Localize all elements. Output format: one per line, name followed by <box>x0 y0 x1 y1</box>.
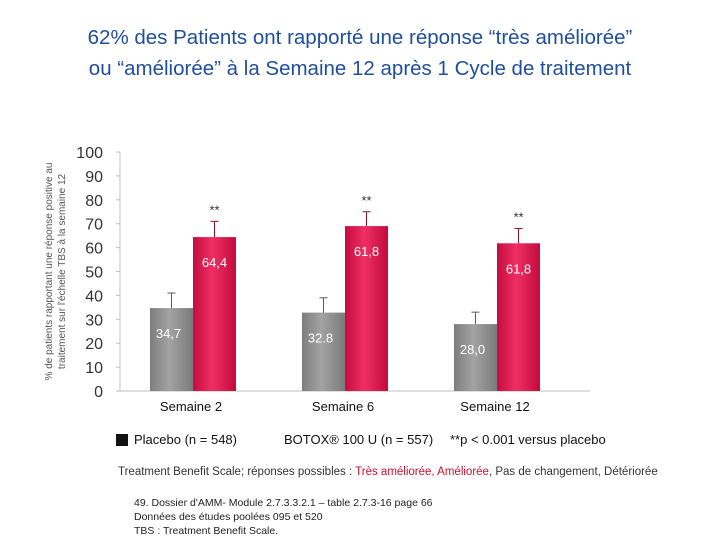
reference-1: 49. Dossier d'AMM- Module 2.7.3.3.2.1 – … <box>134 497 433 509</box>
y-tick-label: 50 <box>85 265 103 282</box>
y-axis-label-line: % de patients rapportant une réponse pos… <box>44 163 55 381</box>
placebo-value-label: 34,7 <box>156 326 181 341</box>
placebo-bar <box>454 324 497 391</box>
scale-suffix: , Pas de changement, Détériorée <box>488 466 658 478</box>
y-tick-label: 80 <box>85 193 103 210</box>
y-tick-label: 90 <box>85 169 103 186</box>
x-category-label: Semaine 2 <box>160 399 222 414</box>
y-tick-label: 10 <box>85 360 103 377</box>
reference-3: TBS : Treatment Benefit Scale. <box>134 525 279 537</box>
y-tick-label: 100 <box>76 145 103 162</box>
botox-bar <box>497 243 540 391</box>
placebo-swatch <box>116 433 128 446</box>
scale-prefix: Treatment Benefit Scale; réponses possib… <box>118 466 356 478</box>
y-tick-label: 60 <box>85 241 103 258</box>
y-tick-label: 40 <box>85 288 103 305</box>
significance-note: **p < 0.001 versus placebo <box>450 432 606 447</box>
x-category-label: Semaine 12 <box>460 399 529 414</box>
placebo-value-label: 28,0 <box>460 342 485 357</box>
title-line-2: ou “améliorée” à la Semaine 12 après 1 C… <box>88 57 632 80</box>
botox-bar <box>345 226 388 391</box>
y-axis-label: % de patients rapportant une réponse pos… <box>44 163 68 381</box>
scale-description: Treatment Benefit Scale; réponses possib… <box>118 466 658 478</box>
botox-value-label: 61,8 <box>506 261 531 276</box>
botox-value-label: 64,4 <box>202 255 227 270</box>
significance-marker: ** <box>209 202 219 217</box>
placebo-bar <box>302 312 345 391</box>
scale-positive-responses: Très améliorée, Améliorée <box>355 466 489 478</box>
botox-bar <box>193 237 236 391</box>
legend-placebo-label: Placebo (n = 548) <box>134 432 237 447</box>
title-line-1: 62% des Patients ont rapporté une répons… <box>87 26 633 49</box>
significance-marker: ** <box>361 193 371 208</box>
significance-marker: ** <box>513 209 523 224</box>
x-category-label: Semaine 6 <box>312 399 374 414</box>
y-tick-label: 30 <box>85 312 103 329</box>
y-tick-label: 20 <box>85 336 103 353</box>
page-title: 62% des Patients ont rapporté une répons… <box>0 22 720 84</box>
labels: 34,7 64,4 ** Semaine 2 32.8 61,8 ** Semaine 6 28… <box>156 193 531 414</box>
bar-chart: % de patients rapportant une réponse pos… <box>44 145 590 414</box>
placebo-bar <box>150 308 193 391</box>
y-tick-label: 70 <box>85 217 103 234</box>
placebo-value-label: 32.8 <box>308 331 333 346</box>
legend-placebo: Placebo (n = 548) <box>116 432 237 447</box>
bars <box>150 211 540 391</box>
legend-botox-label: BOTOX® 100 U (n = 557) <box>284 432 434 447</box>
reference-2: Données des études poolées 095 et 520 <box>134 511 323 523</box>
y-tick-label: 0 <box>94 384 103 401</box>
legend-botox: BOTOX® 100 U (n = 557) <box>284 432 434 448</box>
y-axis-label-line: traitement sur l'échelle TBS à la semain… <box>57 173 68 369</box>
references: 49. Dossier d'AMM- Module 2.7.3.3.2.1 – … <box>134 496 433 538</box>
botox-value-label: 61,8 <box>354 244 379 259</box>
